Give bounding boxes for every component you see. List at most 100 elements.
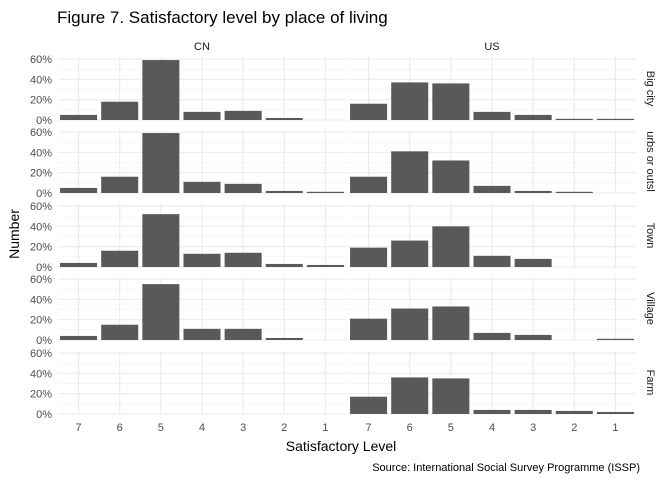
bar-CN-Village-5 [142,284,180,340]
y-tick-label: 0% [36,335,52,347]
bar-CN-Big-city-2 [265,117,303,120]
bar-CN-Big-city-3 [224,110,262,120]
bar-CN-Village-7 [60,335,98,340]
row-strip-label: Big city [644,71,656,107]
bar-CN-Big-city-7 [60,114,98,120]
bar-US-Farm-3 [514,409,552,414]
source-caption: Source: International Social Survey Prog… [372,462,640,474]
bar-US-Town-5 [432,226,470,267]
bar-CN-Big-city-4 [183,111,221,120]
bar-US-Village-4 [473,332,511,340]
bar-CN-Village-3 [224,328,262,340]
y-tick-label: 40% [30,221,52,233]
bar-CN-Village-6 [101,324,139,340]
bar-US-Farm-2 [555,410,593,414]
bar-CN-Big-city-5 [142,60,180,120]
bar-US-Big-city-5 [432,83,470,120]
x-tick-label: 5 [158,422,164,434]
bar-US-Village-1 [596,338,634,340]
bar-CN-Town-1 [306,264,344,267]
bar-CN-urbs-or-outsl-1 [306,191,344,193]
bar-US-Big-city-4 [473,111,511,120]
x-tick-label: 1 [612,422,618,434]
bar-US-Town-7 [350,247,388,267]
bar-US-Town-3 [514,258,552,267]
y-tick-label: 40% [30,294,52,306]
x-tick-label: 5 [448,422,454,434]
bar-CN-Town-2 [265,263,303,267]
bar-US-Farm-7 [350,396,388,414]
x-tick-label: 2 [571,422,577,434]
bar-CN-Town-7 [60,262,98,267]
y-tick-label: 40% [30,368,52,380]
y-tick-label: 40% [30,74,52,86]
bar-US-Big-city-2 [555,118,593,120]
chart-title: Figure 7. Satisfactory level by place of… [57,8,388,27]
row-strip-label: Village [644,292,656,325]
x-tick-label: 4 [199,422,205,434]
x-tick-label: 2 [281,422,287,434]
bar-CN-Village-2 [265,337,303,340]
row-strip-label: urbs or outsl [644,131,656,192]
bar-US-Village-5 [432,306,470,340]
row-strip-label: Farm [644,370,656,396]
bar-US-urbs-or-outsl-6 [391,151,429,193]
y-tick-label: 0% [36,262,52,274]
bar-US-Farm-1 [596,411,634,414]
bar-CN-urbs-or-outsl-4 [183,181,221,193]
bar-US-Big-city-7 [350,103,388,120]
bar-CN-urbs-or-outsl-7 [60,187,98,193]
bar-US-urbs-or-outsl-4 [473,185,511,193]
y-tick-label: 20% [30,389,52,401]
bar-US-Farm-5 [432,378,470,414]
x-tick-label: 3 [240,422,246,434]
bar-CN-urbs-or-outsl-2 [265,190,303,193]
y-tick-label: 20% [30,95,52,107]
bar-US-Big-city-1 [596,118,634,120]
x-tick-label: 7 [366,422,372,434]
bar-CN-Town-6 [101,250,139,267]
x-axis-title: Satisfactory Level [286,438,397,454]
bar-US-Town-4 [473,255,511,267]
x-tick-label: 7 [76,422,82,434]
y-tick-label: 60% [30,274,52,286]
x-tick-label: 3 [530,422,536,434]
bar-US-Village-6 [391,308,429,340]
bar-US-urbs-or-outsl-2 [555,191,593,193]
y-tick-label: 60% [30,201,52,213]
bar-CN-Village-4 [183,328,221,340]
bar-CN-urbs-or-outsl-5 [142,133,180,193]
row-strip-label: Town [644,223,656,249]
facet-panels: CN US Big city urbs or outsl Town Village Farm… [30,41,656,434]
y-tick-label: 40% [30,147,52,159]
bar-US-Big-city-6 [391,82,429,120]
bar-US-Village-7 [350,318,388,340]
column-strip-label: US [484,41,499,53]
y-tick-label: 60% [30,54,52,66]
bar-US-urbs-or-outsl-3 [514,190,552,193]
bar-US-Farm-6 [391,377,429,414]
y-tick-label: 0% [36,115,52,127]
x-tick-label: 4 [489,422,495,434]
y-tick-label: 0% [36,188,52,200]
x-tick-label: 6 [407,422,413,434]
bar-CN-Town-4 [183,253,221,267]
bar-CN-urbs-or-outsl-6 [101,176,139,193]
y-tick-label: 60% [30,348,52,360]
bar-US-urbs-or-outsl-7 [350,176,388,193]
y-tick-label: 20% [30,315,52,327]
bar-CN-Big-city-6 [101,101,139,120]
y-tick-label: 20% [30,242,52,254]
y-tick-label: 0% [36,409,52,421]
bar-US-Town-6 [391,240,429,267]
bar-US-Big-city-3 [514,114,552,120]
bar-CN-urbs-or-outsl-3 [224,183,262,193]
x-tick-label: 1 [322,422,328,434]
bar-US-Village-3 [514,334,552,340]
bar-US-Farm-4 [473,409,511,414]
bar-CN-Town-3 [224,252,262,267]
column-strip-label: CN [194,41,210,53]
y-axis-title: Number [6,209,22,259]
